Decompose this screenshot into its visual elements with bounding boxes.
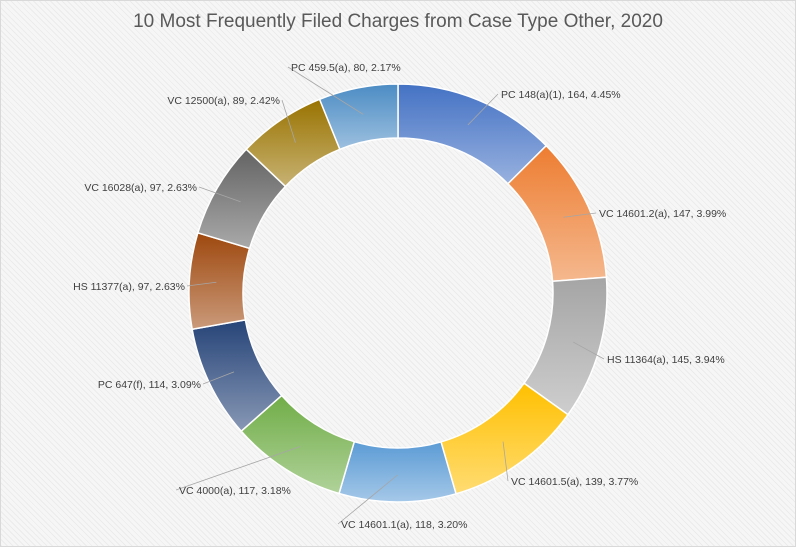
leader-line bbox=[337, 474, 398, 525]
data-label: VC 14601.1(a), 118, 3.20% bbox=[341, 519, 467, 531]
leader-line bbox=[287, 66, 364, 115]
leader-line bbox=[573, 341, 605, 360]
slice-vc-14601-1-a[interactable] bbox=[338, 440, 457, 503]
data-label: VC 14601.5(a), 139, 3.77% bbox=[511, 476, 638, 488]
data-label: PC 148(a)(1), 164, 4.45% bbox=[501, 89, 621, 101]
leader-line bbox=[202, 371, 235, 385]
data-label: VC 4000(a), 117, 3.18% bbox=[179, 485, 291, 497]
leader-line bbox=[502, 441, 509, 482]
leader-line bbox=[281, 99, 296, 143]
data-label: VC 14601.2(a), 147, 3.99% bbox=[599, 208, 726, 220]
leader-line bbox=[198, 186, 241, 203]
data-label: PC 647(f), 114, 3.09% bbox=[98, 379, 201, 391]
leader-line bbox=[467, 93, 499, 126]
slice-pc-459-5-a[interactable] bbox=[318, 83, 399, 151]
data-label: HS 11377(a), 97, 2.63% bbox=[73, 281, 185, 293]
data-label: VC 12500(a), 89, 2.42% bbox=[167, 95, 280, 107]
data-label: PC 459.5(a), 80, 2.17% bbox=[291, 62, 401, 74]
data-label: HS 11364(a), 145, 3.94% bbox=[607, 354, 725, 366]
leader-line bbox=[175, 446, 301, 491]
data-label: VC 16028(a), 97, 2.63% bbox=[84, 182, 197, 194]
leader-line bbox=[186, 281, 217, 287]
chart-title: 10 Most Frequently Filed Charges from Ca… bbox=[133, 11, 663, 32]
leader-line bbox=[563, 212, 597, 218]
slice-hs-11377-a[interactable] bbox=[188, 231, 251, 331]
